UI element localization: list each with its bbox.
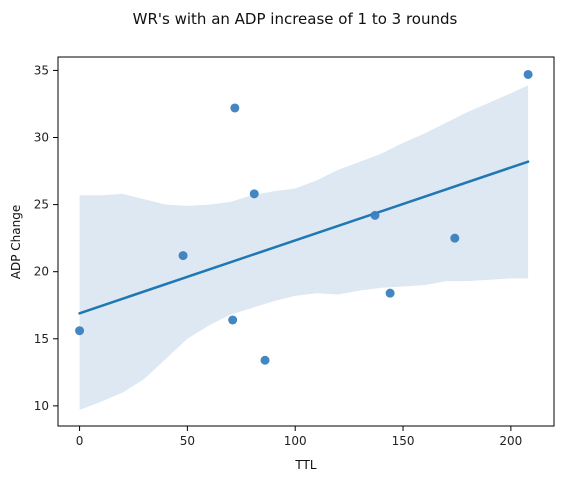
y-tick-label: 20 bbox=[34, 265, 49, 279]
y-tick-label: 30 bbox=[34, 131, 49, 145]
confidence-band bbox=[79, 85, 529, 410]
data-point bbox=[450, 233, 460, 243]
data-point bbox=[385, 288, 395, 298]
axes-frame bbox=[57, 56, 555, 427]
y-tick-label: 15 bbox=[34, 332, 49, 346]
regression-line bbox=[78, 160, 530, 315]
x-axis-label: TTL bbox=[294, 458, 316, 472]
plot-area: 0 50 100 150 200 10 15 20 25 30 35 bbox=[34, 56, 555, 448]
y-axis-label: ADP Change bbox=[9, 205, 23, 279]
data-point bbox=[370, 210, 380, 220]
data-point bbox=[260, 355, 270, 365]
y-tick-label: 35 bbox=[34, 63, 49, 77]
x-tick-label: 200 bbox=[499, 434, 522, 448]
data-point bbox=[178, 251, 188, 261]
x-tick-label: 150 bbox=[392, 434, 415, 448]
x-tick-label: 100 bbox=[284, 434, 307, 448]
x-tick-label: 0 bbox=[76, 434, 84, 448]
data-point bbox=[228, 315, 238, 325]
y-tick-label: 25 bbox=[34, 198, 49, 212]
y-tick-label: 10 bbox=[34, 399, 49, 413]
data-point bbox=[230, 103, 240, 113]
x-tick-label: 50 bbox=[180, 434, 195, 448]
data-point bbox=[75, 326, 85, 336]
data-point bbox=[249, 189, 259, 199]
chart-title: WR's with an ADP increase of 1 to 3 roun… bbox=[133, 10, 458, 28]
data-point bbox=[523, 69, 533, 79]
